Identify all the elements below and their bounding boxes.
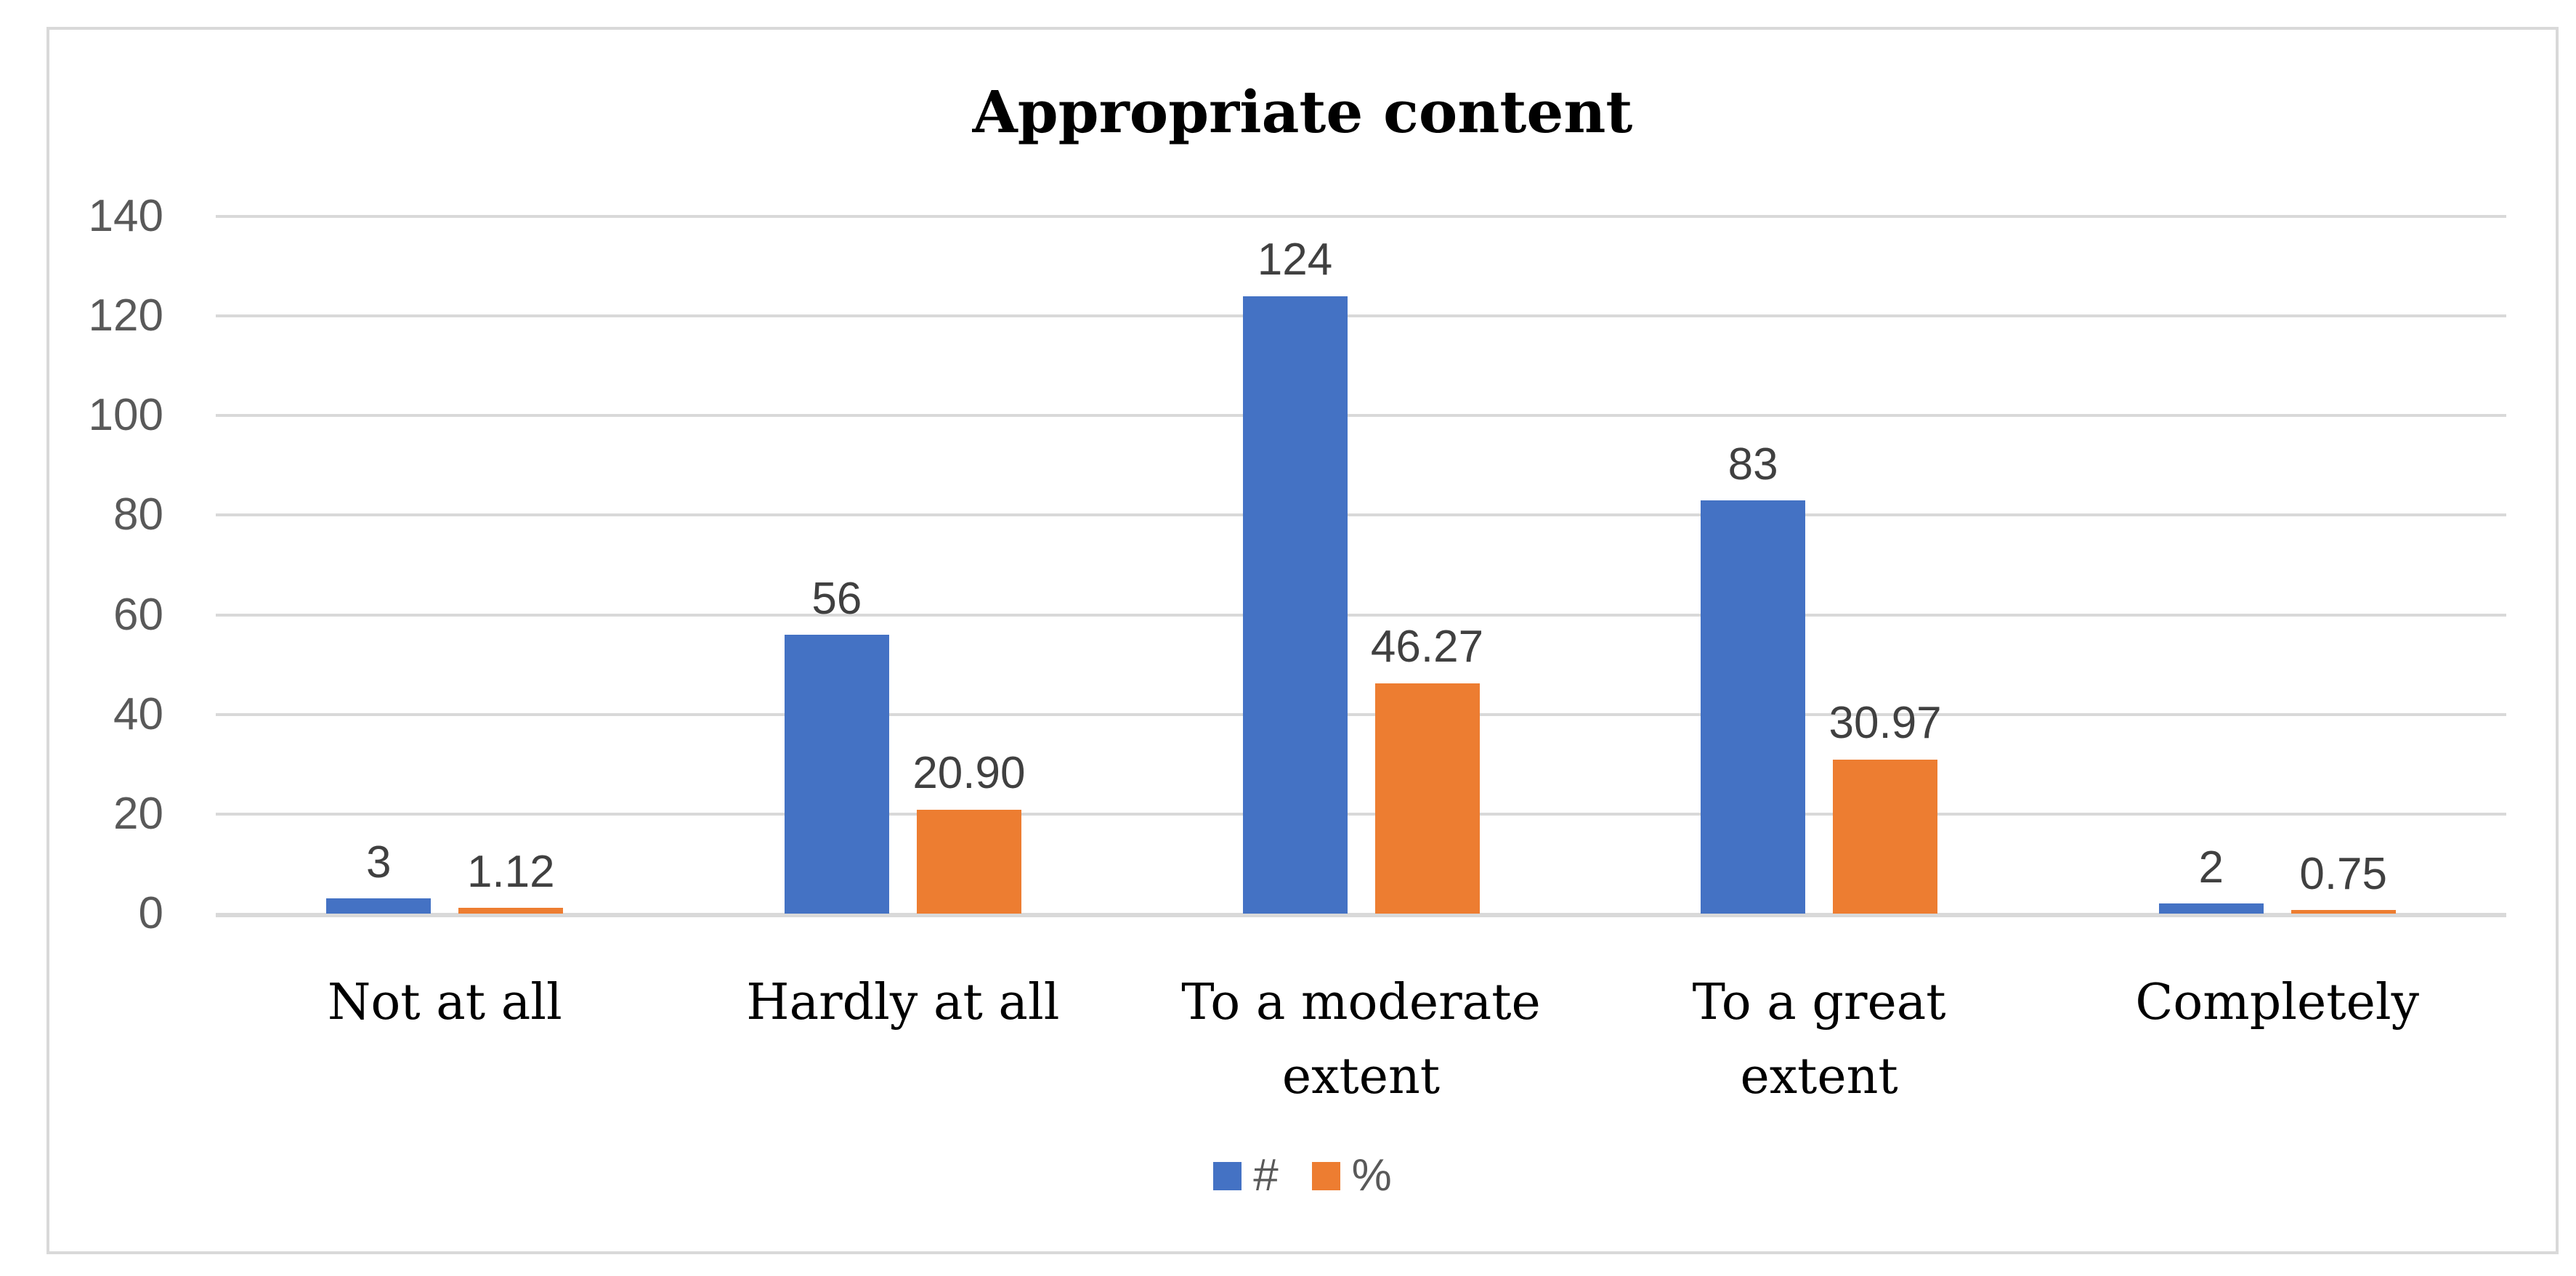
data-label-percent-4: 30.97 <box>1828 698 1942 749</box>
data-label-count-4: 83 <box>1728 439 1778 489</box>
data-label-percent-2: 20.90 <box>912 748 1026 799</box>
category-label-text: To a moderate extent <box>1181 974 1541 1105</box>
legend: # % <box>46 1153 2559 1198</box>
category-label-5: Completely <box>2048 966 2506 1040</box>
bar-count-5 <box>2158 903 2264 914</box>
category-label-text: To a great extent <box>1692 974 1946 1105</box>
data-label-percent-1: 1.12 <box>466 847 555 898</box>
category-label-text: Hardly at all <box>746 974 1060 1031</box>
bar-percent-3 <box>1374 683 1480 914</box>
bar-percent-4 <box>1833 759 1938 914</box>
legend-label-count: # <box>1253 1150 1279 1200</box>
bar-count-3 <box>1242 296 1348 914</box>
y-tick-label-80: 80 <box>113 489 163 540</box>
y-tick-label-100: 100 <box>88 390 163 441</box>
data-label-count-3: 124 <box>1257 235 1333 285</box>
gridline-140 <box>216 215 2506 218</box>
data-label-count-5: 2 <box>2198 842 2224 893</box>
gridline-20 <box>216 812 2506 816</box>
gridline-60 <box>216 613 2506 617</box>
chart-title: Appropriate content <box>972 78 1633 146</box>
bar-percent-2 <box>916 809 1021 914</box>
y-tick-label-60: 60 <box>113 589 163 640</box>
data-label-percent-5: 0.75 <box>2299 848 2388 899</box>
gridline-80 <box>216 513 2506 517</box>
data-label-percent-3: 46.27 <box>1370 622 1484 672</box>
y-tick-label-0: 0 <box>138 888 163 938</box>
legend-item-percent: % <box>1311 1150 1392 1200</box>
category-label-text: Not at all <box>327 974 562 1031</box>
y-tick-label-20: 20 <box>113 788 163 839</box>
y-tick-label-40: 40 <box>113 688 163 739</box>
category-label-2: Hardly at all <box>674 966 1133 1040</box>
bar-count-2 <box>784 635 889 914</box>
data-label-count-2: 56 <box>811 573 862 624</box>
data-label-count-1: 3 <box>366 837 392 888</box>
bar-percent-5 <box>2291 909 2396 914</box>
bar-count-4 <box>1701 500 1806 914</box>
y-tick-label-140: 140 <box>88 191 163 241</box>
bar-count-1 <box>326 898 432 914</box>
gridline-40 <box>216 712 2506 716</box>
bar-percent-1 <box>458 908 564 914</box>
plot-area: 3 1.12 56 20.90 124 46.27 83 30.97 2 0.75 <box>216 215 2506 917</box>
legend-item-count: # <box>1213 1150 1279 1200</box>
category-label-1: Not at all <box>216 966 674 1040</box>
legend-swatch-blue-icon <box>1213 1161 1242 1190</box>
category-label-4: To a great extent <box>1590 966 2049 1114</box>
legend-label-percent: % <box>1351 1150 1392 1200</box>
y-tick-label-120: 120 <box>88 290 163 341</box>
category-label-text: Completely <box>2135 974 2420 1031</box>
gridline-0 <box>216 913 2506 917</box>
category-label-3: To a moderate extent <box>1132 966 1590 1114</box>
gridline-100 <box>216 414 2506 418</box>
gridline-120 <box>216 314 2506 318</box>
legend-swatch-orange-icon <box>1311 1161 1340 1190</box>
